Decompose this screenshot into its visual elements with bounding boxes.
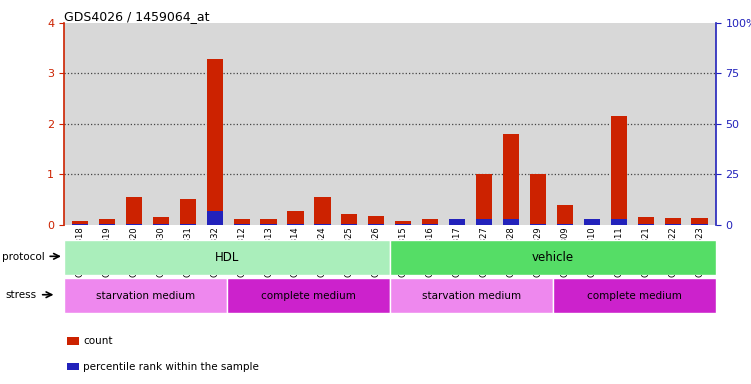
Bar (390, 278, 553, 313)
Bar (665, 218, 680, 225)
Bar (390, 240, 716, 275)
Text: HDL: HDL (215, 251, 239, 264)
Bar (315, 223, 330, 225)
Bar (692, 223, 707, 225)
Bar (99, 223, 115, 225)
Text: count: count (83, 336, 113, 346)
Bar (64, 278, 227, 313)
Bar (152, 217, 169, 225)
Text: starvation medium: starvation medium (422, 291, 520, 301)
Bar (67, 363, 79, 371)
Bar (611, 116, 627, 225)
Bar (503, 134, 519, 225)
Bar (368, 223, 385, 225)
Text: starvation medium: starvation medium (96, 291, 195, 301)
Bar (449, 218, 465, 225)
Bar (638, 217, 654, 225)
Bar (368, 215, 385, 225)
Bar (152, 223, 169, 225)
Bar (341, 214, 357, 225)
Bar (72, 223, 88, 225)
Text: stress: stress (5, 290, 36, 300)
Bar (315, 197, 330, 225)
Bar (692, 218, 707, 225)
Bar (234, 218, 249, 225)
Text: complete medium: complete medium (587, 291, 682, 301)
Bar (234, 223, 249, 225)
Bar (503, 218, 519, 225)
Bar (261, 218, 276, 225)
Bar (530, 174, 546, 225)
Bar (288, 223, 303, 225)
Bar (261, 223, 276, 225)
Bar (125, 223, 142, 225)
Bar (665, 223, 680, 225)
Bar (476, 218, 492, 225)
Bar (288, 210, 303, 225)
Bar (395, 223, 412, 225)
Bar (556, 223, 573, 225)
Bar (449, 218, 465, 225)
Bar (422, 218, 439, 225)
Bar (553, 278, 716, 313)
Bar (584, 218, 600, 225)
Bar (64, 240, 390, 275)
Bar (67, 337, 79, 345)
Bar (207, 60, 223, 225)
Text: vehicle: vehicle (532, 251, 574, 264)
Text: complete medium: complete medium (261, 291, 356, 301)
Bar (125, 197, 142, 225)
Text: protocol: protocol (2, 252, 44, 262)
Bar (530, 223, 546, 225)
Bar (341, 223, 357, 225)
Bar (395, 221, 412, 225)
Bar (638, 223, 654, 225)
Bar (99, 218, 115, 225)
Bar (422, 223, 439, 225)
Bar (227, 278, 390, 313)
Bar (207, 210, 223, 225)
Bar (584, 218, 600, 225)
Bar (72, 221, 88, 225)
Text: GDS4026 / 1459064_at: GDS4026 / 1459064_at (64, 10, 210, 23)
Bar (556, 205, 573, 225)
Text: percentile rank within the sample: percentile rank within the sample (83, 362, 259, 372)
Bar (611, 218, 627, 225)
Bar (179, 199, 196, 225)
Bar (179, 223, 196, 225)
Bar (476, 174, 492, 225)
